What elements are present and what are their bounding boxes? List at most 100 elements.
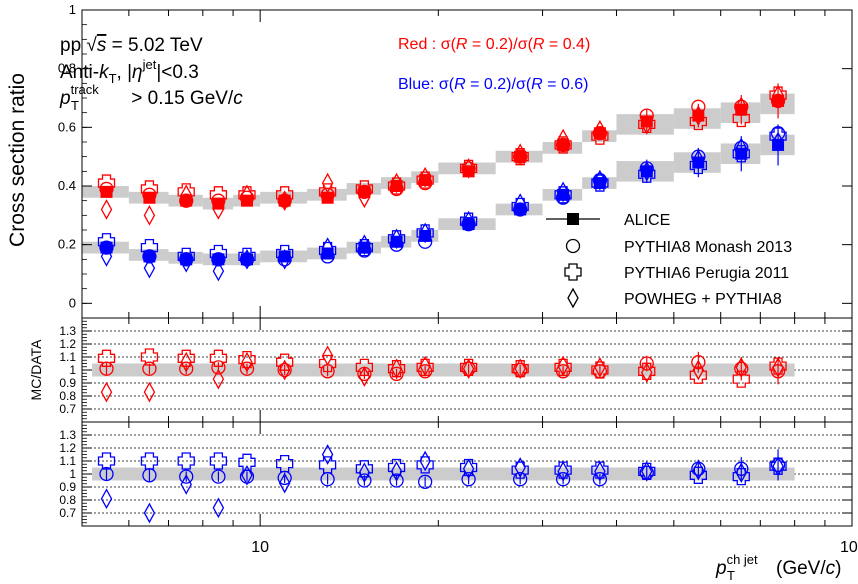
data-point-cross <box>387 360 406 378</box>
svg-text:Anti-kT, |ηjet|<0.3: Anti-kT, |ηjet|<0.3 <box>60 57 199 86</box>
data-point-diamond <box>180 184 192 206</box>
data-point-circle <box>417 234 433 249</box>
data-point-circle <box>211 252 226 267</box>
data-point-circle <box>277 362 292 378</box>
data-point-diamond <box>419 166 431 188</box>
data-point-diamond <box>557 355 569 377</box>
data-point-diamond <box>212 199 225 220</box>
y-tick-label: 1 <box>69 363 76 377</box>
info-line2-sup: jet <box>142 57 157 72</box>
info-line1-b: = 5.02 TeV <box>106 35 203 56</box>
data-point-diamond <box>557 181 569 203</box>
y-tick-label: 1.3 <box>59 324 76 338</box>
y-tick-label: 0 <box>69 295 76 310</box>
data-point-diamond <box>321 444 334 465</box>
data-point-cross <box>459 159 478 178</box>
data-point-square <box>180 253 193 266</box>
y-tick-label: 1.1 <box>59 350 76 364</box>
data-point-cross <box>97 174 116 192</box>
data-point-circle <box>357 473 372 488</box>
data-point-diamond <box>594 169 606 191</box>
data-point-diamond <box>278 248 291 270</box>
x-tick-label: 10 <box>251 539 269 556</box>
data-point-circle <box>513 202 528 217</box>
data-point-diamond <box>419 222 431 244</box>
data-point-diamond <box>321 172 334 194</box>
data-point-circle <box>513 472 528 487</box>
data-point-circle <box>592 172 608 188</box>
data-point-diamond <box>358 366 371 387</box>
data-point-circle <box>320 187 335 202</box>
data-point-circle <box>592 472 608 487</box>
y-tick-label: 1 <box>69 467 76 481</box>
info-line3-p: p <box>59 88 71 109</box>
data-point-diamond <box>641 362 653 383</box>
data-point-cross <box>140 452 159 470</box>
data-point-circle <box>99 181 114 197</box>
data-point-diamond <box>692 149 705 170</box>
data-point-diamond <box>462 458 475 480</box>
y-axis-label: Cross section ratio <box>6 73 29 247</box>
data-point-cross <box>387 230 406 248</box>
data-point-circle <box>555 190 571 205</box>
data-point-diamond <box>641 461 653 482</box>
data-point-circle <box>691 355 706 370</box>
data-point-diamond <box>557 128 569 150</box>
blue-series-label: Blue: σ(R = 0.2)/σ(R = 0.6) <box>398 76 589 93</box>
data-point-circle <box>734 99 749 114</box>
panel-top: 0 0.2 0.4 0.6 0.8 1 <box>58 2 853 319</box>
data-point-diamond <box>390 358 403 380</box>
y-tick-label: 0.8 <box>59 493 76 507</box>
y-tick-label: 1.3 <box>59 428 76 442</box>
data-point-diamond <box>772 84 784 106</box>
y-tick-label: 1.2 <box>59 337 76 351</box>
data-point-diamond <box>594 461 606 482</box>
data-point-circle <box>389 473 404 488</box>
data-point-diamond <box>241 351 253 373</box>
data-point-cross <box>97 349 116 367</box>
data-point-circle <box>770 126 786 141</box>
data-point-circle <box>389 366 404 382</box>
data-point-circle <box>770 93 786 109</box>
data-point-cross <box>416 224 434 242</box>
data-point-diamond <box>514 193 526 214</box>
data-point-diamond <box>594 357 606 378</box>
data-point-diamond <box>358 462 371 484</box>
info-text: pp √s = 5.02 TeV Anti-kT, |ηjet|<0.3 ptr… <box>59 35 243 113</box>
data-point-cross <box>355 460 374 478</box>
data-point-cross <box>97 452 116 470</box>
data-point-diamond <box>278 472 291 494</box>
data-point-diamond <box>278 190 291 212</box>
data-point-circle <box>179 193 194 208</box>
data-point-circle <box>277 193 292 208</box>
legend-label-perugia: PYTHIA6 Perugia 2011 <box>624 265 789 282</box>
data-point-circle <box>770 364 786 379</box>
legend-label-alice: ALICE <box>624 212 670 229</box>
y-tick-label: 0.8 <box>58 61 76 76</box>
data-point-diamond <box>100 488 113 510</box>
data-point-diamond <box>180 474 192 495</box>
data-point-diamond <box>321 237 334 258</box>
data-point-cross <box>638 115 656 134</box>
data-point-cross <box>140 180 159 198</box>
data-point-cross <box>732 109 750 128</box>
sqrt-symbol: √ <box>86 35 97 56</box>
data-point-circle <box>734 461 749 476</box>
data-point-diamond <box>212 497 225 519</box>
data-point-cross <box>769 457 787 475</box>
data-point-circle <box>734 140 749 156</box>
data-point-square <box>240 253 253 266</box>
data-point-square <box>593 127 606 140</box>
data-point-diamond <box>100 246 113 267</box>
legend-alice-marker <box>567 213 579 225</box>
data-point-diamond <box>692 459 705 481</box>
data-point-diamond <box>241 184 253 206</box>
data-point-cross <box>318 183 337 201</box>
info-line2-sub: T <box>109 71 117 86</box>
data-point-cross <box>318 354 337 373</box>
info-line3-b: > 0.15 GeV/ <box>126 88 234 109</box>
info-line3-sub: T <box>71 98 79 113</box>
legend-perugia-marker <box>564 263 582 281</box>
data-point-diamond <box>358 187 371 209</box>
